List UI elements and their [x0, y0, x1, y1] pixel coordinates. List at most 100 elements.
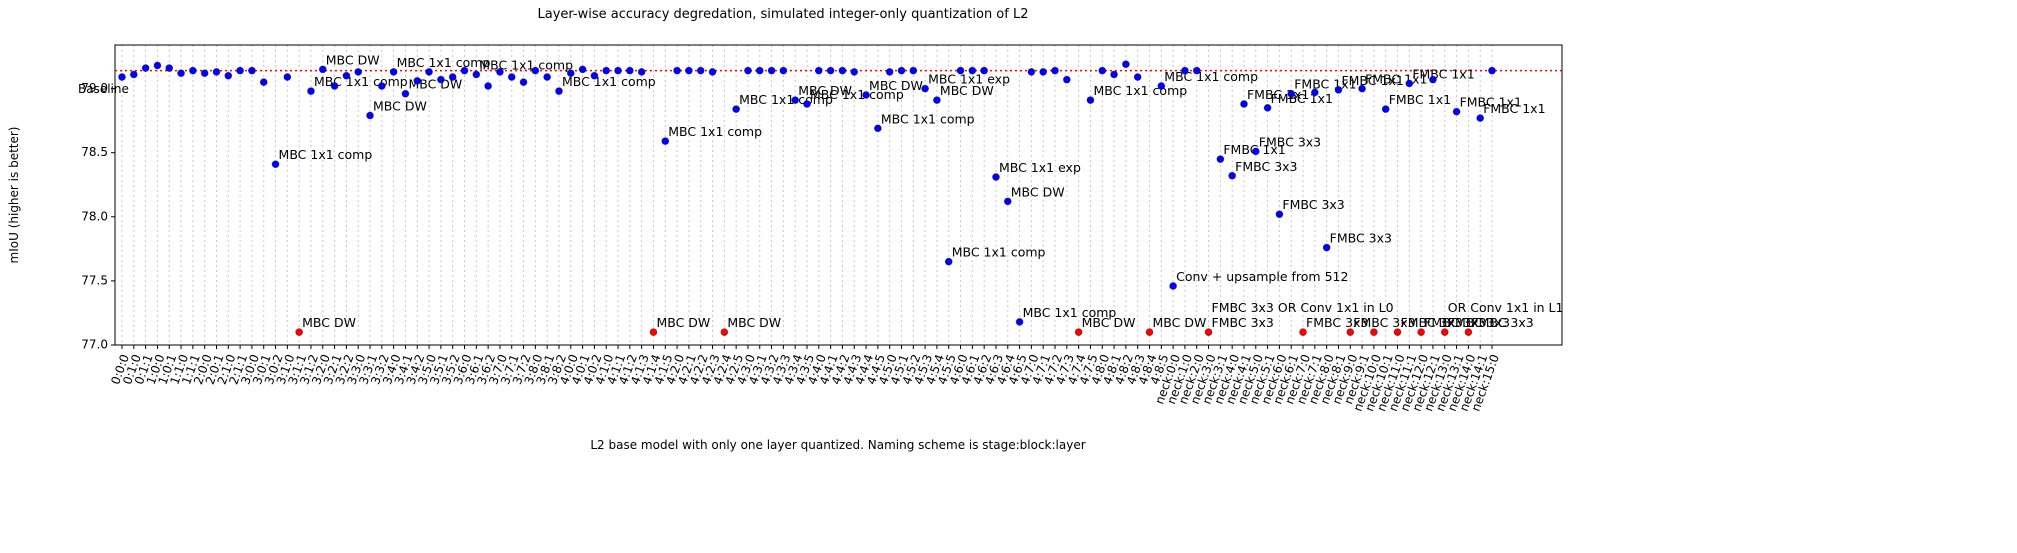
point: [1381, 105, 1390, 114]
annotation: FMBC 3x3: [1471, 315, 1533, 330]
annotation: MBC 1x1 comp: [1023, 305, 1117, 320]
point: [1452, 107, 1461, 116]
annotation: MBC DW: [373, 99, 427, 114]
point: [684, 66, 693, 75]
point: [767, 66, 776, 75]
point: [720, 328, 729, 337]
annotation: FMBC 3x3: [1448, 315, 1510, 330]
annotation: FMBC 1x1: [1389, 92, 1451, 107]
point: [744, 66, 752, 75]
annotation: MBC DW: [302, 315, 356, 330]
point: [1051, 66, 1059, 75]
annotation: MBC DW: [1082, 315, 1136, 330]
point: [1440, 328, 1449, 337]
point: [614, 66, 622, 75]
point: [992, 173, 1000, 181]
point: [921, 84, 930, 93]
point: [566, 69, 575, 78]
annotation: MBC DW: [869, 78, 923, 93]
point: [791, 96, 800, 105]
annotation: MBC 1x1 comp: [881, 111, 975, 126]
point: [933, 96, 941, 105]
point: [637, 68, 646, 76]
point: [507, 73, 516, 81]
annotation: FMBC 3x3: [1424, 315, 1486, 330]
point: [1181, 66, 1189, 75]
annotation: FMBC 1x1: [1341, 73, 1403, 88]
point: [1098, 66, 1107, 75]
point: [531, 66, 540, 75]
point: [696, 66, 705, 75]
point: [1240, 100, 1248, 108]
point: [1121, 60, 1130, 69]
annotation: FMBC 3x3: [1401, 315, 1463, 330]
point: [484, 82, 493, 90]
point: [224, 71, 233, 80]
annotation: MBC 1x1 comp: [397, 55, 491, 70]
annotation: MBC DW: [408, 77, 462, 92]
point: [956, 66, 965, 75]
point: [1169, 282, 1178, 290]
baseline-label: Baseline: [78, 82, 129, 96]
point: [165, 64, 174, 72]
annotation: MBC 1x1 comp: [668, 124, 762, 139]
point: [188, 66, 197, 75]
point: [803, 100, 811, 108]
annotation: Conv + upsample from 512: [1176, 269, 1348, 284]
point: [236, 66, 245, 75]
annotation: MBC 1x1 comp: [810, 87, 904, 102]
annotation: FMBC 3x3: [1306, 315, 1368, 330]
point: [366, 111, 374, 120]
point: [1133, 73, 1142, 81]
point: [271, 160, 280, 169]
point: [708, 68, 717, 76]
annotation: FMBC 1x1: [1483, 101, 1545, 116]
point: [1039, 68, 1048, 76]
annotation: MBC DW: [1153, 315, 1207, 330]
y-tick-label: 77.0: [81, 338, 108, 352]
point: [1086, 96, 1095, 105]
point: [141, 64, 150, 72]
point: [342, 71, 351, 80]
annotation: MBC 1x1 comp: [1164, 69, 1258, 84]
point: [732, 105, 741, 114]
annotation: MBC DW: [656, 315, 710, 330]
point: [1216, 155, 1225, 164]
x-axis-label: L2 base model with only one layer quanti…: [590, 438, 1085, 452]
point: [460, 66, 469, 75]
annotation: FMBC 3x3: [1235, 159, 1297, 174]
point: [1393, 328, 1402, 337]
point: [1145, 328, 1154, 337]
annotation: FMBC 1x1: [1271, 91, 1333, 106]
point: [389, 68, 398, 76]
point: [1476, 114, 1485, 122]
y-axis-label: mIoU (higher is better): [7, 127, 21, 264]
point: [413, 76, 422, 85]
y-tick-label: 79.0: [81, 81, 108, 95]
point: [1204, 328, 1213, 337]
point: [519, 78, 528, 87]
point: [1346, 328, 1355, 337]
point: [602, 66, 611, 75]
annotation: FMBC 3x3: [1259, 134, 1321, 149]
point: [1369, 328, 1378, 337]
point: [814, 66, 823, 75]
point: [1251, 147, 1260, 156]
y-tick-label: 78.0: [81, 209, 108, 223]
point: [472, 70, 481, 79]
point: [436, 75, 445, 84]
point: [1003, 197, 1012, 206]
point: [673, 66, 681, 75]
point: [649, 328, 658, 337]
point: [1405, 79, 1414, 88]
annotation: FMBC 1x1: [1247, 87, 1309, 102]
point: [625, 66, 634, 75]
point: [909, 66, 918, 75]
annotation: MBC 1x1 comp: [314, 74, 408, 89]
point: [425, 68, 433, 76]
annotation: FMBC 3x3: [1330, 231, 1392, 246]
annotation: MBC 1x1 comp: [952, 245, 1046, 260]
point: [980, 66, 989, 75]
point: [1417, 328, 1426, 337]
